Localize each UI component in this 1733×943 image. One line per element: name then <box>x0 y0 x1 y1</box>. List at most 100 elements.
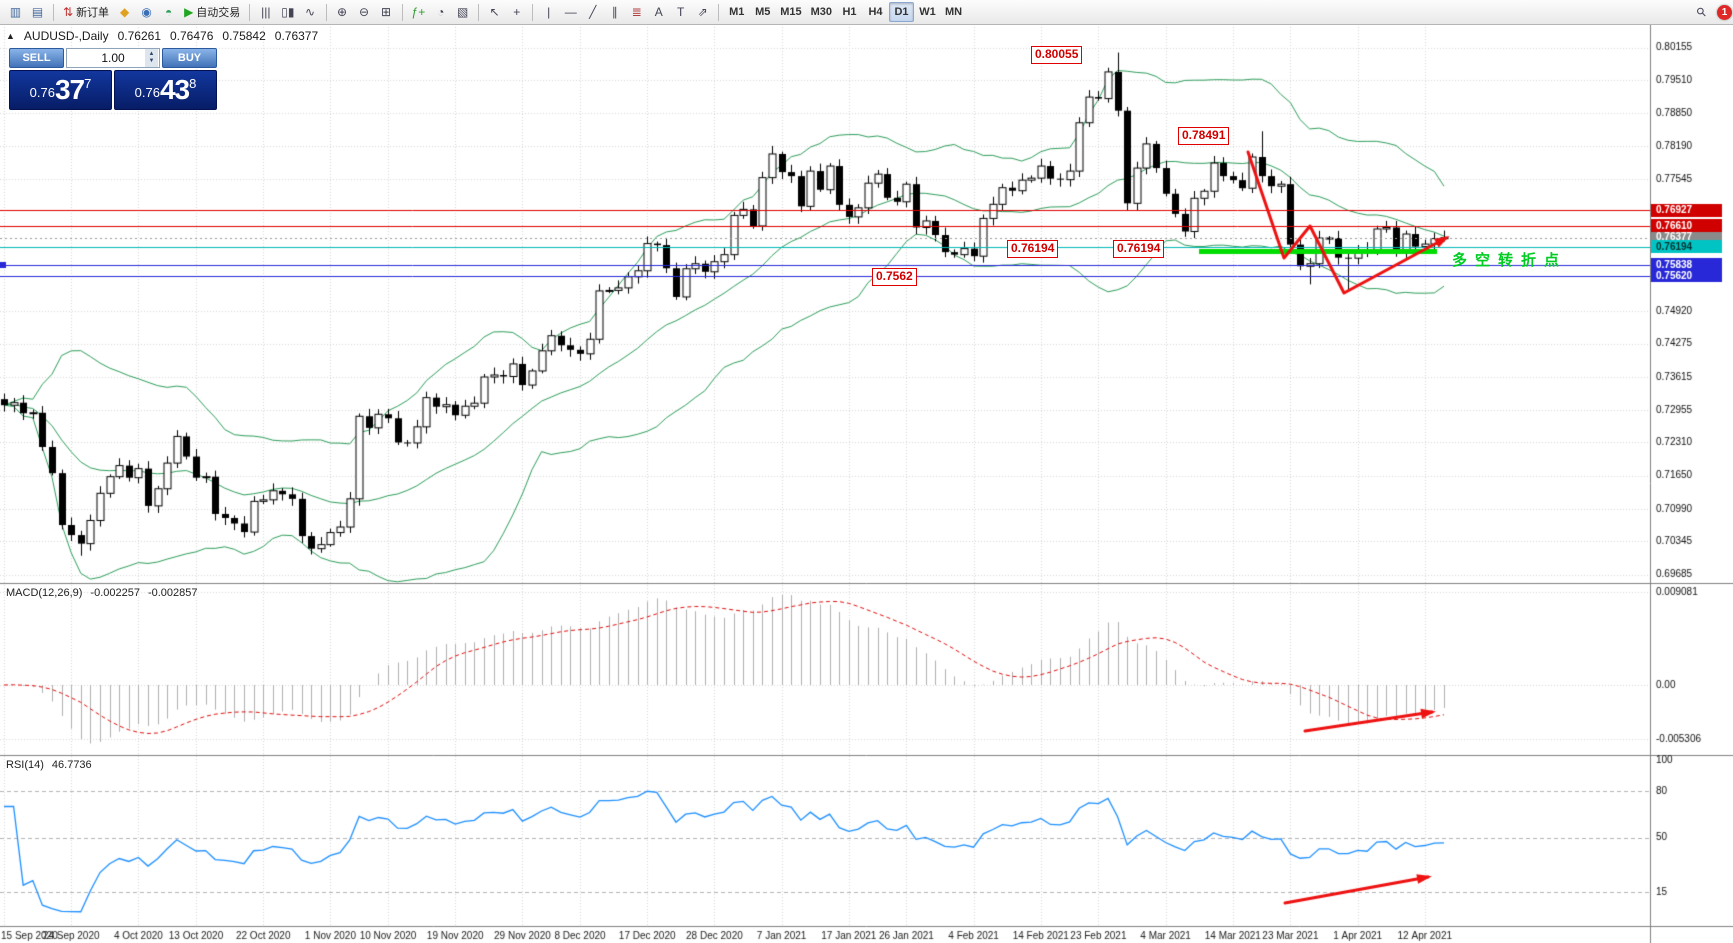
crosshair-icon: + <box>513 5 521 19</box>
chart-title: ▲ AUDUSD-,Daily 0.76261 0.76476 0.75842 … <box>6 29 318 43</box>
symbol-period-label: AUDUSD-,Daily <box>23 29 109 43</box>
toolbar-button-label: M30 <box>810 6 833 18</box>
data-window-icon: ◉ <box>141 5 152 19</box>
new-chart-icon: ▥ <box>9 5 22 19</box>
label-icon: T <box>677 5 685 19</box>
buy-price-sup: 8 <box>189 76 197 91</box>
volume-up-icon[interactable]: ▲ <box>148 51 155 57</box>
main-toolbar: ▥ ▤ ⇅ 新订单 ◆ ◉ ◓ ▶ 自动交易 ||| ▯▮ ∿ ⊕ ⊖ ⊞ ƒ+ ◔ ▧ ↖ + | — ╱ ∥ ≣ A T ⇗ M1 M… <box>0 0 1733 25</box>
timeframe-w1-button[interactable]: W1 <box>915 2 940 22</box>
sell-button[interactable]: SELL <box>9 48 64 68</box>
ohlc-open: 0.76261 <box>117 29 161 43</box>
toolbar-separator <box>532 3 534 21</box>
timeframe-d1-button[interactable]: D1 <box>889 2 915 22</box>
crosshair-button[interactable]: + <box>506 2 527 22</box>
templates-button[interactable]: ▧ <box>452 2 473 22</box>
toolbar-separator <box>53 3 54 21</box>
toolbar-button-label: H4 <box>868 6 883 18</box>
sell-price-big: 37 <box>54 74 85 105</box>
new-order-button[interactable]: ⇅ 新订单 <box>59 2 113 22</box>
buy-price-button[interactable]: 0.76 43 8 <box>114 70 217 110</box>
mql5-community-button[interactable]: ◆ <box>114 2 135 22</box>
search-button[interactable]: ⚲ <box>1691 2 1712 22</box>
rsi-name: RSI(14) <box>6 759 44 771</box>
zoom-in-button[interactable]: ⊕ <box>332 2 353 22</box>
cursor-button[interactable]: ↖ <box>484 2 505 22</box>
bar-chart-button[interactable]: ||| <box>255 2 276 22</box>
tile-windows-button[interactable]: ⊞ <box>376 2 397 22</box>
macd-main-value: -0.002257 <box>90 587 140 599</box>
autotrading-button[interactable]: ▶ 自动交易 <box>180 2 244 22</box>
macd-label: MACD(12,26,9) -0.002257 -0.002857 <box>6 587 198 599</box>
bar-chart-icon: ||| <box>261 5 271 19</box>
fibonacci-button[interactable]: ≣ <box>626 2 647 22</box>
arrows-button[interactable]: ⇗ <box>692 2 713 22</box>
mql5-community-icon: ◆ <box>119 5 130 19</box>
line-chart-button[interactable]: ∿ <box>300 2 321 22</box>
channel-icon: ∥ <box>611 5 618 19</box>
timeframe-h4-button[interactable]: H4 <box>863 2 888 22</box>
text-icon: A <box>654 5 663 19</box>
macd-name: MACD(12,26,9) <box>6 587 83 599</box>
sell-price-button[interactable]: 0.76 37 7 <box>9 70 112 110</box>
toolbar-button-label: H1 <box>842 6 857 18</box>
toolbar-button-label: M1 <box>729 6 745 18</box>
trendline-icon: ╱ <box>589 5 597 19</box>
line-chart-icon: ∿ <box>304 5 316 19</box>
volume-field[interactable]: 1.00 ▲ ▼ <box>66 48 160 68</box>
fibonacci-icon: ≣ <box>631 5 642 19</box>
data-window-button[interactable]: ◉ <box>136 2 157 22</box>
zoom-out-button[interactable]: ⊖ <box>354 2 375 22</box>
one-click-toggle-icon[interactable]: ▲ <box>6 31 15 41</box>
indicators-button[interactable]: ƒ+ <box>408 2 430 22</box>
new-order-icon: ⇅ <box>63 5 74 19</box>
toolbar-button-label: M15 <box>780 6 802 18</box>
ohlc-high: 0.76476 <box>170 29 214 43</box>
new-chart-button[interactable]: ▥ <box>5 2 26 22</box>
timeframe-m30-button[interactable]: M30 <box>807 2 836 22</box>
market-watch-icon: ◓ <box>164 5 173 19</box>
profiles-button[interactable]: ▤ <box>27 2 48 22</box>
toolbar-button-label: MN <box>945 6 963 18</box>
autotrading-icon: ▶ <box>184 5 194 19</box>
toolbar-separator <box>325 3 327 21</box>
buy-button[interactable]: BUY <box>162 48 217 68</box>
sell-price-prefix: 0.76 <box>29 85 55 100</box>
arrows-icon: ⇗ <box>697 5 708 19</box>
vertical-line-icon: | <box>547 5 551 19</box>
notification-badge[interactable]: 1 <box>1717 4 1732 20</box>
cursor-icon: ↖ <box>489 5 500 19</box>
toolbar-button-label: 新订单 <box>76 7 110 19</box>
toolbar-separator <box>478 3 480 21</box>
vertical-line-button[interactable]: | <box>538 2 559 22</box>
volume-spinner[interactable]: ▲ ▼ <box>145 49 158 67</box>
label-button[interactable]: T <box>670 2 691 22</box>
toolbar-separator <box>249 3 251 21</box>
tile-windows-icon: ⊞ <box>380 5 392 19</box>
horizontal-line-icon: — <box>564 5 577 19</box>
sell-price-sup: 7 <box>84 76 92 91</box>
zoom-out-icon: ⊖ <box>358 5 370 19</box>
candlestick-chart-button[interactable]: ▯▮ <box>277 2 298 22</box>
timeframe-m1-button[interactable]: M1 <box>724 2 749 22</box>
trendline-button[interactable]: ╱ <box>582 2 603 22</box>
volume-down-icon[interactable]: ▼ <box>148 58 155 64</box>
buy-price-big: 43 <box>159 74 190 105</box>
channel-button[interactable]: ∥ <box>604 2 625 22</box>
market-watch-button[interactable]: ◓ <box>158 2 179 22</box>
timeframe-h1-button[interactable]: H1 <box>837 2 862 22</box>
ohlc-low: 0.75842 <box>222 29 266 43</box>
search-icon: ⚲ <box>1693 3 1710 21</box>
timeframe-m5-button[interactable]: M5 <box>750 2 775 22</box>
horizontal-line-button[interactable]: — <box>560 2 581 22</box>
toolbar-button-label: M5 <box>755 6 771 18</box>
toolbar-button-label: D1 <box>894 6 909 18</box>
periods-button[interactable]: ◔ <box>430 2 451 22</box>
rsi-label: RSI(14) 46.7736 <box>6 759 92 771</box>
timeframe-m15-button[interactable]: M15 <box>776 2 805 22</box>
timeframe-mn-button[interactable]: MN <box>941 2 966 22</box>
toolbar-separator <box>401 3 403 21</box>
templates-icon: ▧ <box>457 5 469 19</box>
text-button[interactable]: A <box>648 2 669 22</box>
